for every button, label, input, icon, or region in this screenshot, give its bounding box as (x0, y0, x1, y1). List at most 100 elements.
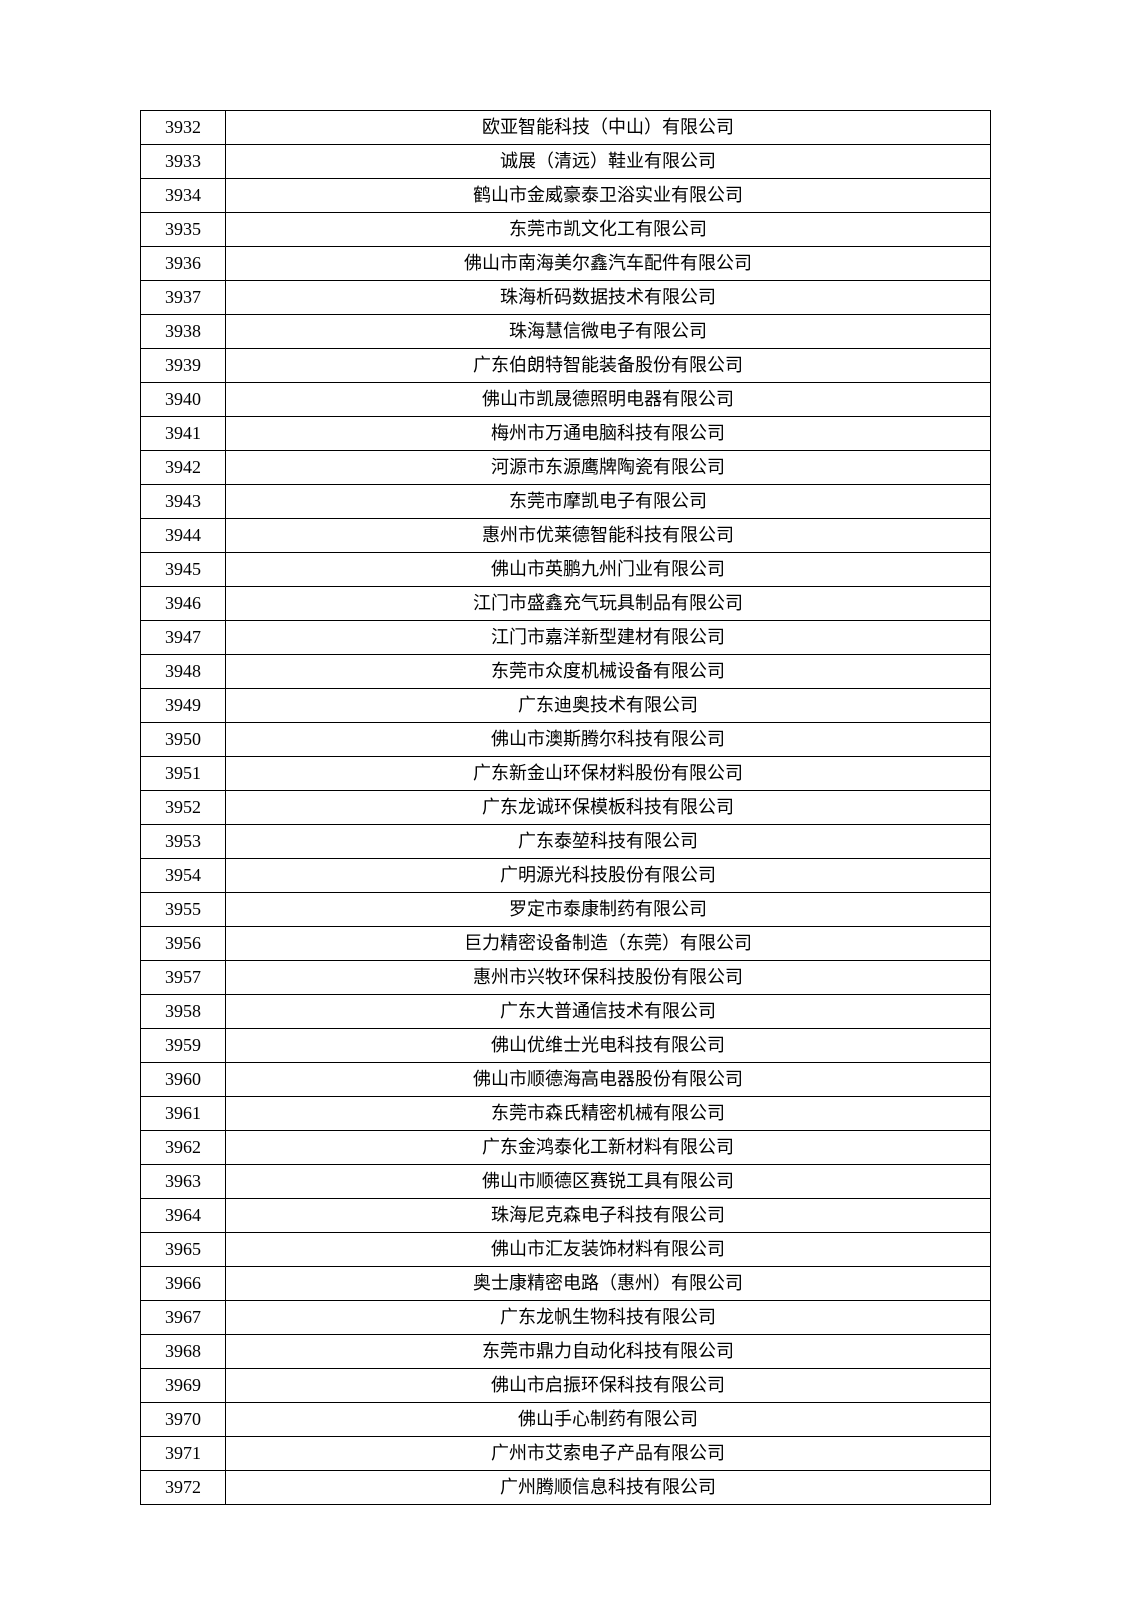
table-row: 3970佛山手心制药有限公司 (141, 1403, 991, 1437)
company-name: 佛山市顺德海高电器股份有限公司 (226, 1063, 991, 1097)
table-body: 3932欧亚智能科技（中山）有限公司3933诚展（清远）鞋业有限公司3934鹤山… (141, 111, 991, 1505)
table-row: 3950佛山市澳斯腾尔科技有限公司 (141, 723, 991, 757)
row-number: 3972 (141, 1471, 226, 1505)
table-row: 3937珠海析码数据技术有限公司 (141, 281, 991, 315)
company-name: 梅州市万通电脑科技有限公司 (226, 417, 991, 451)
table-row: 3971广州市艾索电子产品有限公司 (141, 1437, 991, 1471)
company-name: 佛山优维士光电科技有限公司 (226, 1029, 991, 1063)
company-name: 佛山市澳斯腾尔科技有限公司 (226, 723, 991, 757)
table-row: 3944惠州市优莱德智能科技有限公司 (141, 519, 991, 553)
company-name: 东莞市鼎力自动化科技有限公司 (226, 1335, 991, 1369)
table-row: 3968东莞市鼎力自动化科技有限公司 (141, 1335, 991, 1369)
table-row: 3965佛山市汇友装饰材料有限公司 (141, 1233, 991, 1267)
table-row: 3934鹤山市金威豪泰卫浴实业有限公司 (141, 179, 991, 213)
company-name: 珠海尼克森电子科技有限公司 (226, 1199, 991, 1233)
row-number: 3958 (141, 995, 226, 1029)
row-number: 3941 (141, 417, 226, 451)
table-row: 3954广明源光科技股份有限公司 (141, 859, 991, 893)
company-name: 奥士康精密电路（惠州）有限公司 (226, 1267, 991, 1301)
company-name: 佛山市启振环保科技有限公司 (226, 1369, 991, 1403)
row-number: 3940 (141, 383, 226, 417)
company-name: 江门市嘉洋新型建材有限公司 (226, 621, 991, 655)
table-row: 3945佛山市英鹏九州门业有限公司 (141, 553, 991, 587)
row-number: 3962 (141, 1131, 226, 1165)
company-name: 惠州市兴牧环保科技股份有限公司 (226, 961, 991, 995)
company-name: 广东龙帆生物科技有限公司 (226, 1301, 991, 1335)
table-row: 3966奥士康精密电路（惠州）有限公司 (141, 1267, 991, 1301)
row-number: 3963 (141, 1165, 226, 1199)
company-name: 广东龙诚环保模板科技有限公司 (226, 791, 991, 825)
row-number: 3933 (141, 145, 226, 179)
company-name: 河源市东源鹰牌陶瓷有限公司 (226, 451, 991, 485)
company-name: 珠海析码数据技术有限公司 (226, 281, 991, 315)
company-name: 广东泰堃科技有限公司 (226, 825, 991, 859)
row-number: 3969 (141, 1369, 226, 1403)
table-row: 3936佛山市南海美尔鑫汽车配件有限公司 (141, 247, 991, 281)
row-number: 3960 (141, 1063, 226, 1097)
company-name: 广东伯朗特智能装备股份有限公司 (226, 349, 991, 383)
table-row: 3946江门市盛鑫充气玩具制品有限公司 (141, 587, 991, 621)
table-row: 3962广东金鸿泰化工新材料有限公司 (141, 1131, 991, 1165)
row-number: 3957 (141, 961, 226, 995)
row-number: 3970 (141, 1403, 226, 1437)
table-row: 3942河源市东源鹰牌陶瓷有限公司 (141, 451, 991, 485)
company-name: 东莞市摩凯电子有限公司 (226, 485, 991, 519)
row-number: 3932 (141, 111, 226, 145)
table-row: 3952广东龙诚环保模板科技有限公司 (141, 791, 991, 825)
table-row: 3932欧亚智能科技（中山）有限公司 (141, 111, 991, 145)
row-number: 3934 (141, 179, 226, 213)
company-name: 欧亚智能科技（中山）有限公司 (226, 111, 991, 145)
table-row: 3939广东伯朗特智能装备股份有限公司 (141, 349, 991, 383)
row-number: 3956 (141, 927, 226, 961)
table-row: 3969佛山市启振环保科技有限公司 (141, 1369, 991, 1403)
company-name: 广东迪奥技术有限公司 (226, 689, 991, 723)
table-row: 3972广州腾顺信息科技有限公司 (141, 1471, 991, 1505)
table-row: 3935东莞市凯文化工有限公司 (141, 213, 991, 247)
row-number: 3937 (141, 281, 226, 315)
table-row: 3943东莞市摩凯电子有限公司 (141, 485, 991, 519)
row-number: 3959 (141, 1029, 226, 1063)
company-name: 佛山手心制药有限公司 (226, 1403, 991, 1437)
table-row: 3958广东大普通信技术有限公司 (141, 995, 991, 1029)
row-number: 3939 (141, 349, 226, 383)
company-name: 诚展（清远）鞋业有限公司 (226, 145, 991, 179)
row-number: 3966 (141, 1267, 226, 1301)
table-row: 3949广东迪奥技术有限公司 (141, 689, 991, 723)
row-number: 3971 (141, 1437, 226, 1471)
company-name: 广明源光科技股份有限公司 (226, 859, 991, 893)
row-number: 3943 (141, 485, 226, 519)
table-row: 3941梅州市万通电脑科技有限公司 (141, 417, 991, 451)
company-name: 东莞市凯文化工有限公司 (226, 213, 991, 247)
company-name: 佛山市凯晟德照明电器有限公司 (226, 383, 991, 417)
row-number: 3949 (141, 689, 226, 723)
company-name: 巨力精密设备制造（东莞）有限公司 (226, 927, 991, 961)
row-number: 3946 (141, 587, 226, 621)
company-name: 佛山市顺德区赛锐工具有限公司 (226, 1165, 991, 1199)
company-name: 广东大普通信技术有限公司 (226, 995, 991, 1029)
row-number: 3944 (141, 519, 226, 553)
row-number: 3947 (141, 621, 226, 655)
row-number: 3953 (141, 825, 226, 859)
row-number: 3967 (141, 1301, 226, 1335)
row-number: 3942 (141, 451, 226, 485)
company-table-container: 3932欧亚智能科技（中山）有限公司3933诚展（清远）鞋业有限公司3934鹤山… (140, 110, 991, 1505)
company-name: 广东新金山环保材料股份有限公司 (226, 757, 991, 791)
table-row: 3956巨力精密设备制造（东莞）有限公司 (141, 927, 991, 961)
row-number: 3968 (141, 1335, 226, 1369)
row-number: 3952 (141, 791, 226, 825)
row-number: 3964 (141, 1199, 226, 1233)
company-name: 广东金鸿泰化工新材料有限公司 (226, 1131, 991, 1165)
row-number: 3955 (141, 893, 226, 927)
company-name: 佛山市南海美尔鑫汽车配件有限公司 (226, 247, 991, 281)
row-number: 3938 (141, 315, 226, 349)
company-name: 东莞市众度机械设备有限公司 (226, 655, 991, 689)
table-row: 3938珠海慧信微电子有限公司 (141, 315, 991, 349)
table-row: 3961东莞市森氏精密机械有限公司 (141, 1097, 991, 1131)
table-row: 3960佛山市顺德海高电器股份有限公司 (141, 1063, 991, 1097)
company-name: 惠州市优莱德智能科技有限公司 (226, 519, 991, 553)
row-number: 3951 (141, 757, 226, 791)
company-name: 鹤山市金威豪泰卫浴实业有限公司 (226, 179, 991, 213)
company-name: 东莞市森氏精密机械有限公司 (226, 1097, 991, 1131)
company-name: 江门市盛鑫充气玩具制品有限公司 (226, 587, 991, 621)
table-row: 3967广东龙帆生物科技有限公司 (141, 1301, 991, 1335)
